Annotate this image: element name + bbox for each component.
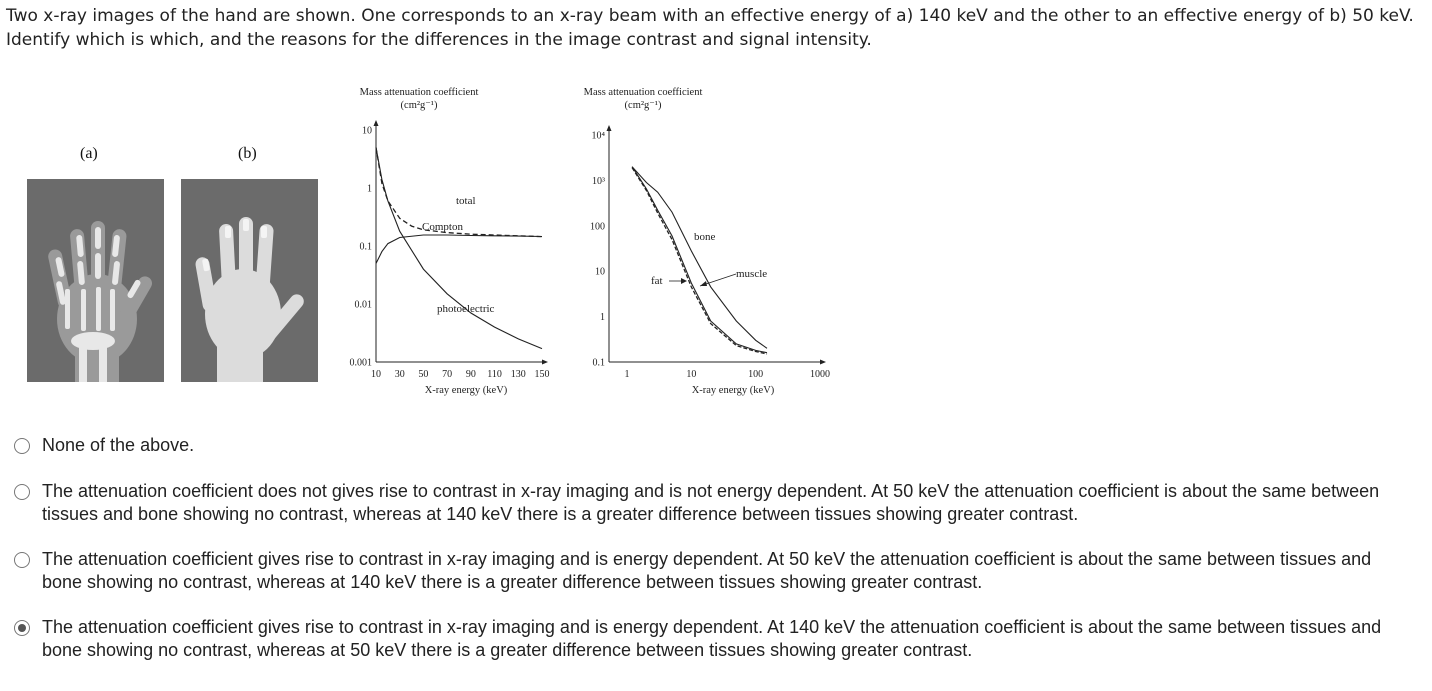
radio-option-2[interactable]: [14, 484, 30, 500]
chart2-ytick-label: 10⁴: [592, 131, 606, 142]
chart1-xtick-label: 50: [418, 369, 428, 380]
chart-attenuation-vs-energy-linear: Mass attenuation coefficient (cm²g⁻¹) 10…: [350, 87, 550, 396]
radio-option-1[interactable]: [14, 438, 30, 454]
chart1-annotation-total: total: [456, 195, 476, 207]
chart1-xtick-label: 130: [511, 369, 526, 380]
chart2-fat-arrowhead: [681, 278, 687, 284]
option-4-label: The attenuation coefficient gives rise t…: [42, 617, 1382, 660]
radio-option-3[interactable]: [14, 552, 30, 568]
option-1-label: None of the above.: [42, 435, 195, 455]
chart2-ytick-label: 10³: [592, 176, 605, 187]
chart1-annotation-compton: Compton: [422, 221, 463, 233]
question-text: Two x-ray images of the hand are shown. …: [6, 6, 1414, 50]
chart1-xtick-label: 30: [395, 369, 405, 380]
chart2-xtick-label: 1000: [810, 369, 830, 380]
chart2-series-bone: [631, 166, 768, 349]
chart2-title: Mass attenuation coefficient: [584, 87, 703, 98]
chart2-series-fat: [631, 167, 768, 355]
xray-image-b: [181, 179, 318, 382]
chart1-xtick-label: 110: [487, 369, 502, 380]
option-none-of-the-above[interactable]: None of the above.: [14, 434, 1414, 457]
chart2-series-muscle: [631, 166, 768, 354]
chart2-xtick-label: 10: [686, 369, 696, 380]
option-3-label: The attenuation coefficient gives rise t…: [42, 549, 1372, 592]
chart1-series-compton: [375, 234, 543, 264]
chart1-xtick-label: 70: [442, 369, 452, 380]
chart1-series-photoelectric: [375, 147, 543, 350]
chart1-ytick-label: 0.001: [350, 358, 373, 369]
chart2-xlabel: X-ray energy (keV): [692, 385, 775, 396]
chart2-annotation-bone: bone: [694, 231, 716, 243]
chart2-ytick-label: 1: [600, 312, 605, 323]
chart1-ytick-label: 0.1: [360, 242, 373, 253]
chart1-ytick-label: 0.01: [355, 300, 373, 311]
chart2-muscle-arrowhead: [700, 281, 707, 286]
panel-b-label: (b): [238, 145, 257, 162]
question-figure: (a) (b): [0, 78, 860, 418]
chart2-annotation-muscle: muscle: [736, 268, 767, 280]
xray-image-a: [27, 179, 164, 382]
chart2-x-arrowhead: [820, 359, 826, 365]
chart2-ytick-label: 100: [590, 221, 605, 232]
panel-a-label: (a): [80, 145, 98, 162]
chart1-xtick-label: 90: [466, 369, 476, 380]
chart2-xtick-label: 100: [748, 369, 763, 380]
chart1-xtick-label: 150: [535, 369, 550, 380]
chart1-ytick-label: 10: [362, 126, 372, 137]
chart1-title: Mass attenuation coefficient: [360, 87, 479, 98]
chart2-y-arrowhead: [606, 125, 612, 131]
chart1-y-arrowhead: [373, 120, 379, 126]
option-4[interactable]: The attenuation coefficient gives rise t…: [14, 616, 1414, 662]
chart1-xtick-label: 10: [371, 369, 381, 380]
chart1-annotation-photoelectric: photoelectric: [437, 303, 495, 315]
chart1-x-arrowhead: [542, 359, 548, 365]
chart2-annotation-fat: fat: [651, 275, 663, 287]
chart2-ytick-label: 10: [595, 267, 605, 278]
radio-option-4[interactable]: [14, 620, 30, 636]
option-2[interactable]: The attenuation coefficient does not giv…: [14, 480, 1414, 526]
option-2-label: The attenuation coefficient does not giv…: [42, 481, 1380, 524]
chart2-ytick-label: 0.1: [593, 358, 606, 369]
chart1-xlabel: X-ray energy (keV): [425, 385, 508, 396]
chart2-ylabel-units: (cm²g⁻¹): [625, 100, 662, 111]
chart-attenuation-bone-muscle-fat: Mass attenuation coefficient (cm²g⁻¹) 10…: [584, 87, 830, 396]
chart2-xtick-label: 1: [625, 369, 630, 380]
chart1-ytick-label: 1: [367, 184, 372, 195]
option-3[interactable]: The attenuation coefficient gives rise t…: [14, 548, 1414, 594]
chart1-ylabel-units: (cm²g⁻¹): [401, 100, 438, 111]
